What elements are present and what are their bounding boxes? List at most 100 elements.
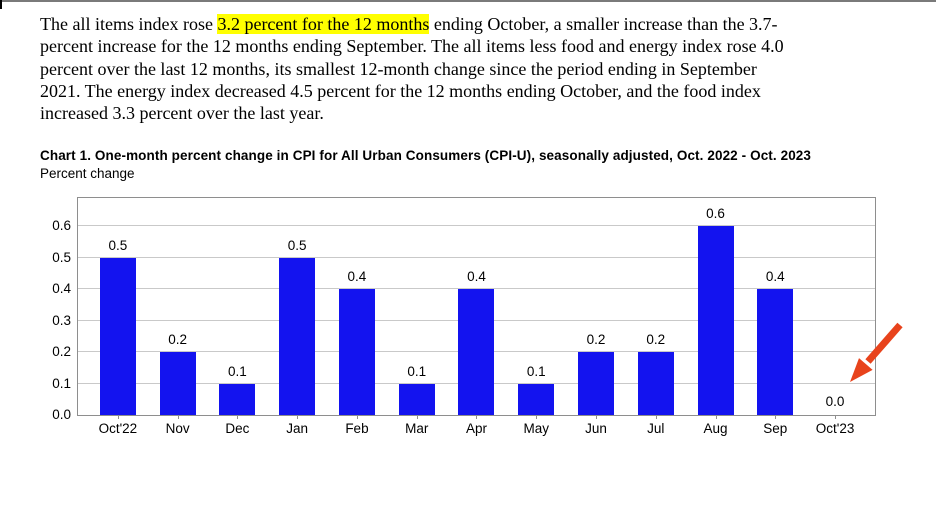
chart-title: Chart 1. One-month percent change in CPI… [40, 148, 812, 163]
bar [398, 383, 435, 415]
y-axis-tick-label: 0.5 [52, 249, 71, 265]
chart-y-axis-title: Percent change [40, 166, 135, 181]
bar [458, 289, 495, 415]
paragraph-text: ending October, a smaller increase than … [429, 14, 778, 34]
paragraph-line: increased 3.3 percent over the last year… [40, 102, 920, 124]
x-axis-category: Oct'23 [805, 416, 865, 437]
x-axis-labels: Oct'22 Nov Dec Jan Feb Mar Apr May Jun Jul Aug Sep O… [78, 416, 875, 437]
bar-column: 0.5 [267, 198, 327, 415]
bar-value-label: 0.0 [825, 394, 845, 409]
paragraph-text: increased 3.3 percent over the last year… [40, 103, 324, 124]
bar [757, 289, 794, 415]
paragraph-line: percent increase for the 12 months endin… [40, 35, 920, 57]
y-axis-tick-label: 0.6 [52, 218, 71, 234]
bar-column: 0.1 [387, 198, 447, 415]
x-axis-tick-label: Oct'23 [815, 421, 855, 436]
x-axis-category: Dec [208, 416, 268, 437]
bar-value-label: 0.2 [646, 332, 666, 348]
x-axis-tick [356, 416, 358, 419]
x-axis-category: Nov [148, 416, 208, 437]
bar-column: 0.4 [745, 198, 805, 415]
arrow-shaft [865, 322, 903, 364]
gridline [78, 225, 875, 227]
bar-value-label: 0.1 [407, 363, 427, 379]
x-axis-tick [237, 416, 239, 419]
bar-column: 0.0 [805, 198, 865, 415]
x-axis-tick-label: Sep [763, 421, 788, 436]
bar [637, 352, 674, 415]
bar-value-label: 0.1 [228, 363, 247, 379]
bar-value-label: 0.4 [467, 269, 486, 285]
annotation-arrow [850, 322, 903, 382]
x-axis-tick-label: Mar [405, 421, 429, 436]
highlighted-text: 3.2 percent for the 12 months [217, 14, 430, 34]
x-axis-category: Apr [447, 416, 507, 437]
bar-value-label: 0.5 [287, 237, 307, 253]
bar-value-label: 0.2 [168, 332, 188, 348]
summary-paragraph: The all items index rose 3.2 percent for… [40, 13, 920, 124]
x-axis-tick [655, 416, 657, 419]
bar-column: 0.2 [148, 198, 208, 415]
x-axis-tick-label: Aug [703, 421, 728, 436]
gridline [78, 256, 875, 258]
bar-column: 0.1 [506, 198, 566, 415]
top-left-tick [0, 0, 2, 9]
y-axis-labels: 0.0 0.1 0.2 0.3 0.4 0.5 0.6 [0, 197, 71, 422]
bar-column: 0.4 [447, 198, 507, 415]
x-axis-tick-label: Feb [345, 421, 369, 436]
y-axis-tick-label: 0.2 [52, 344, 71, 360]
bar-columns: 0.5 0.2 0.1 0.5 0.4 0.1 0.4 0.1 0.2 0.2 0.6 0.4 0.0 [78, 198, 875, 415]
bar-value-label: 0.6 [706, 206, 725, 222]
bar-column: 0.6 [686, 198, 746, 415]
x-axis-category: May [506, 416, 566, 437]
x-axis-tick [476, 416, 478, 419]
bar [578, 352, 614, 415]
bar-column: 0.1 [208, 198, 268, 415]
bar-value-label: 0.1 [526, 363, 546, 379]
y-axis-tick-label: 0.4 [52, 281, 71, 297]
bar-column: 0.4 [327, 198, 387, 415]
x-axis-tick-label: Oct'22 [98, 421, 138, 436]
paragraph-text: 2021. The energy index decreased 4.5 per… [40, 80, 761, 101]
x-axis-tick [177, 416, 179, 419]
paragraph-line: The all items index rose 3.2 percent for… [40, 13, 920, 35]
gridline [78, 288, 875, 290]
x-axis-tick [596, 416, 597, 419]
x-axis-category: Mar [387, 416, 447, 437]
paragraph-text: The all items index rose [40, 14, 218, 34]
x-axis-tick [416, 416, 418, 419]
bar-value-label: 0.5 [108, 237, 128, 253]
bar [279, 257, 316, 415]
bar-chart-plot-area: 0.5 0.2 0.1 0.5 0.4 0.1 0.4 0.1 0.2 0.2 0.6 0.4 0.0 [77, 197, 876, 416]
x-axis-category: Jun [566, 416, 626, 437]
bar [518, 383, 555, 415]
x-axis-category: Feb [327, 416, 387, 437]
top-border-line [0, 0, 936, 2]
paragraph-text: percent increase for the 12 months endin… [40, 36, 784, 57]
bar [159, 352, 196, 415]
x-axis-tick-label: Dec [225, 421, 250, 436]
paragraph-line: percent over the last 12 months, its sma… [40, 58, 920, 80]
x-axis-tick [536, 416, 538, 419]
x-axis-category: Jan [267, 416, 327, 437]
x-axis-tick-label: Jul [647, 421, 665, 436]
bar-value-label: 0.4 [347, 269, 367, 285]
y-axis-tick-label: 0.1 [52, 375, 71, 391]
x-axis-tick-label: Jan [286, 421, 309, 436]
bar-value-label: 0.4 [765, 269, 785, 285]
bar [697, 226, 734, 415]
x-axis-tick [117, 416, 119, 419]
x-axis-tick-label: Apr [465, 421, 487, 436]
x-axis-tick [775, 416, 777, 419]
bar-column: 0.2 [566, 198, 626, 415]
x-axis-tick [715, 416, 717, 419]
paragraph-line: 2021. The energy index decreased 4.5 per… [40, 80, 920, 102]
x-axis-tick-label: Nov [165, 421, 190, 436]
bar-column: 0.5 [88, 198, 148, 415]
x-axis-category: Oct'22 [88, 416, 148, 437]
bar [99, 257, 136, 415]
y-axis-tick-label: 0.0 [52, 407, 71, 422]
bar-value-label: 0.2 [586, 332, 606, 348]
y-axis-tick-label: 0.3 [52, 312, 71, 328]
bar [219, 383, 256, 415]
